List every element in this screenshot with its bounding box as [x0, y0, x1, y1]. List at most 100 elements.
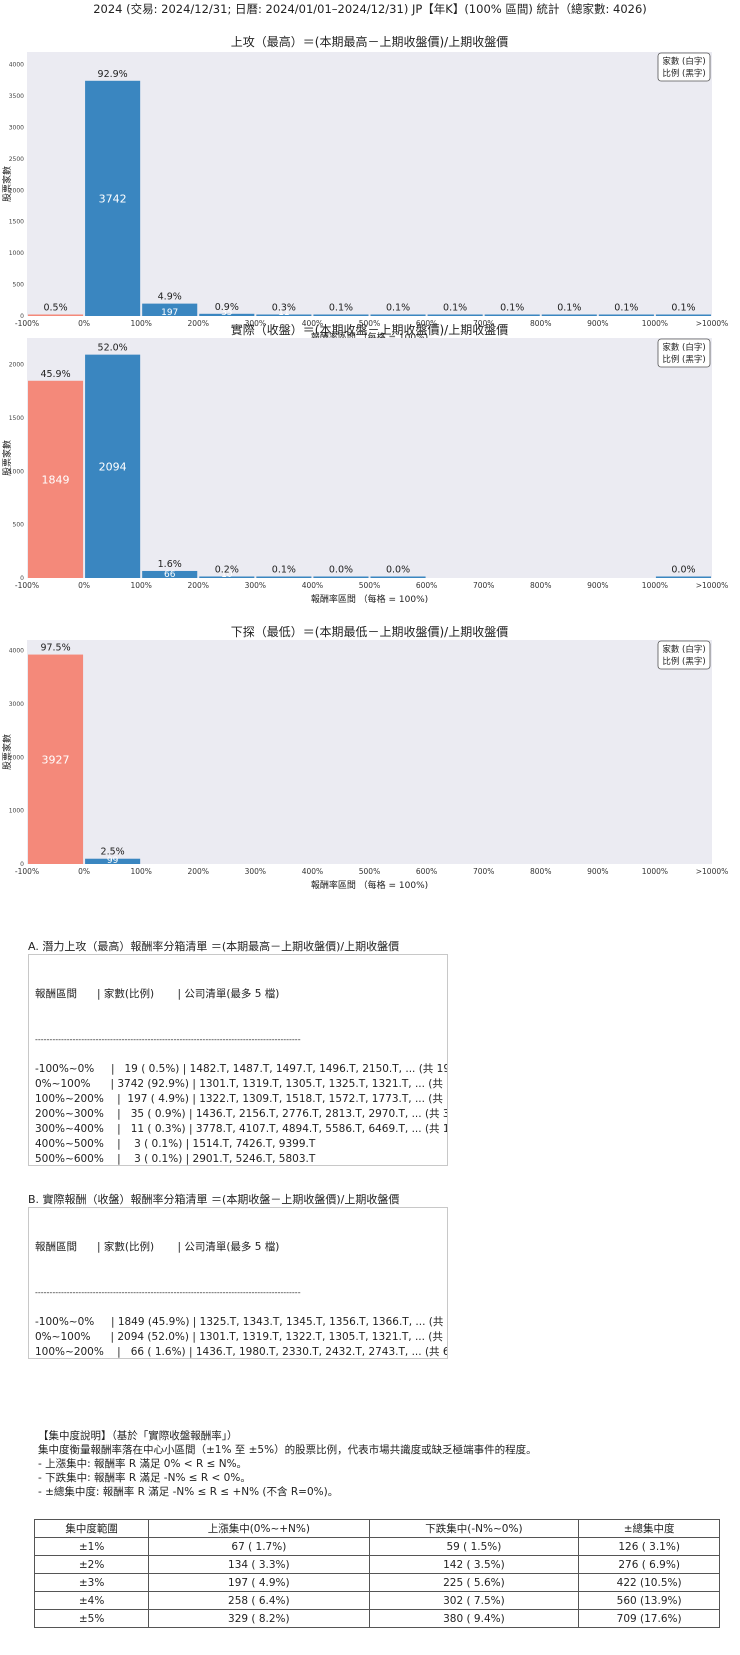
list-item: 200%~300% | 35 ( 0.9%) | 1436.T, 2156.T,… — [35, 1108, 448, 1120]
bar-count-label: 3927 — [42, 753, 70, 766]
table-cell: 302 ( 7.5%) — [368, 1591, 580, 1610]
bar-count-label: 10 — [221, 570, 233, 580]
plot-area — [27, 52, 712, 316]
bar — [85, 354, 141, 578]
legend-ratio-label: 比例 (黑字) — [662, 656, 705, 667]
x-tick-label: 900% — [587, 867, 608, 876]
chart-upside-high: 上攻（最高）＝(本期最高－上期收盤價)/上期收盤價 0 500 1000 1500 200… — [1, 34, 728, 342]
table-cell: 59 ( 1.5%) — [368, 1537, 580, 1556]
x-tick-label: 400% — [302, 581, 323, 590]
x-tick-label: 900% — [587, 581, 608, 590]
table-cell: 380 ( 9.4%) — [368, 1609, 580, 1628]
concentration-rule-down: - 下跌集中: 報酬率 R 滿足 -N% ≤ R < 0%。 — [38, 1472, 251, 1484]
x-tick-label: 500% — [359, 581, 380, 590]
x-tick-label: >1000% — [696, 867, 729, 876]
y-tick-label: 1500 — [9, 219, 24, 226]
table-cell: 134 ( 3.3%) — [148, 1555, 370, 1574]
concentration-rule-up: - 上漲集中: 報酬率 R 滿足 0% < R ≤ N%。 — [38, 1458, 248, 1470]
x-tick-label: >1000% — [696, 581, 729, 590]
list-item: 0%~100% | 2094 (52.0%) | 1301.T, 1319.T,… — [35, 1331, 448, 1343]
x-axis-label: 報酬率區間 （每格 = 100%) — [311, 331, 428, 342]
y-tick-label: 3500 — [9, 93, 24, 100]
x-tick-label: 800% — [530, 581, 551, 590]
x-tick-label: 1000% — [642, 867, 668, 876]
table-row: ±5% 329 ( 8.2%) 380 ( 9.4%) 709 (17.6%) — [33, 1609, 720, 1628]
section-b-list: 報酬區間 | 家數(比例) | 公司清單(最多 5 檔) -----------… — [28, 1207, 448, 1359]
x-tick-label: 300% — [245, 867, 266, 876]
table-cell: 142 ( 3.5%) — [368, 1555, 580, 1574]
table-cell: 709 (17.6%) — [578, 1609, 720, 1628]
list-item: 400%~500% | 3 ( 0.1%) | 1514.T, 7426.T, … — [35, 1138, 316, 1150]
bar — [85, 80, 141, 316]
table-cell: 422 (10.5%) — [578, 1573, 720, 1592]
bar-count-label: 11 — [278, 308, 289, 318]
bar-pct-label: 0.1% — [557, 303, 581, 314]
x-tick-label: 600% — [416, 319, 437, 328]
col-header-range: 集中度範圍 — [33, 1519, 150, 1538]
x-tick-label: -100% — [15, 867, 39, 876]
concentration-rule-total: - ±總集中度: 報酬率 R 滿足 -N% ≤ R ≤ +N% (不含 R=0%… — [38, 1486, 339, 1498]
bar-pct-label: 0.2% — [215, 565, 239, 576]
x-tick-label: 900% — [587, 319, 608, 328]
x-tick-label: 200% — [188, 319, 209, 328]
table-cell: ±5% — [33, 1609, 150, 1628]
bar — [655, 576, 711, 578]
col-header-up: 上漲集中(0%~+N%) — [148, 1519, 370, 1538]
bar — [256, 576, 312, 578]
section-a-list: 報酬區間 | 家數(比例) | 公司清單(最多 5 檔) -----------… — [28, 954, 448, 1166]
bar — [142, 303, 198, 316]
y-tick-label: 3000 — [9, 701, 24, 708]
y-tick-label: 2500 — [9, 156, 24, 163]
x-tick-label: -100% — [15, 581, 39, 590]
list-item: 300%~400% | 11 ( 0.3%) | 3778.T, 4107.T,… — [35, 1123, 448, 1135]
legend-ratio-label: 比例 (黑字) — [662, 354, 705, 365]
bar-pct-label: 52.0% — [98, 343, 128, 354]
x-tick-label: 800% — [530, 867, 551, 876]
bar — [370, 576, 426, 578]
y-tick-label: 2000 — [9, 754, 24, 761]
bar — [598, 314, 654, 316]
bar — [28, 654, 84, 864]
bar-pct-label: 0.5% — [43, 303, 67, 314]
x-tick-label: 500% — [359, 319, 380, 328]
bar-count-label: 1849 — [42, 473, 70, 486]
y-tick-label: 3000 — [9, 124, 24, 131]
table-cell: ±1% — [33, 1537, 150, 1556]
table-row: ±4% 258 ( 6.4%) 302 ( 7.5%) 560 (13.9%) — [33, 1591, 720, 1610]
bar-count-label: 99 — [107, 856, 119, 866]
concentration-heading: 【集中度說明】（基於「實際收盤報酬率」） — [38, 1430, 238, 1442]
bar-pct-label: 0.0% — [671, 565, 695, 576]
bar-pct-label: 45.9% — [40, 369, 70, 380]
x-tick-label: 100% — [130, 581, 151, 590]
bar-pct-label: 0.0% — [386, 565, 410, 576]
bar-pct-label: 92.9% — [98, 69, 128, 80]
bar-pct-label: 1.6% — [158, 559, 182, 570]
legend-count-label: 家數 (白字) — [662, 342, 705, 353]
bar-pct-label: 0.1% — [386, 303, 410, 314]
y-tick-label: 2000 — [9, 187, 24, 194]
table-cell: 67 ( 1.7%) — [148, 1537, 370, 1556]
bar — [655, 314, 711, 316]
bar — [28, 314, 84, 316]
bar — [313, 576, 369, 578]
table-cell: 329 ( 8.2%) — [148, 1609, 370, 1628]
x-tick-label: 300% — [245, 581, 266, 590]
section-b-title: B. 實際報酬（收盤）報酬率分箱清單 ＝(本期收盤－上期收盤價)/上期收盤價 — [28, 1193, 400, 1206]
y-tick-label: 0 — [20, 861, 24, 868]
table-cell: 126 ( 3.1%) — [578, 1537, 720, 1556]
bar-pct-label: 0.1% — [614, 303, 638, 314]
bar — [427, 314, 483, 316]
x-axis-label: 報酬率區間 （每格 = 100%) — [311, 879, 428, 891]
bar — [484, 314, 540, 316]
bar-pct-label: 0.0% — [329, 565, 353, 576]
bar — [370, 314, 426, 316]
table-cell: ±3% — [33, 1573, 150, 1592]
bar-count-label: 35 — [221, 308, 232, 318]
bar-pct-label: 0.1% — [671, 303, 695, 314]
y-tick-label: 2000 — [9, 362, 24, 369]
table-cell: ±2% — [33, 1555, 150, 1574]
section-b-divider: ----------------------------------------… — [35, 1288, 301, 1297]
x-tick-label: 0% — [78, 867, 90, 876]
bar — [199, 313, 255, 316]
legend-count-label: 家數 (白字) — [662, 644, 705, 655]
